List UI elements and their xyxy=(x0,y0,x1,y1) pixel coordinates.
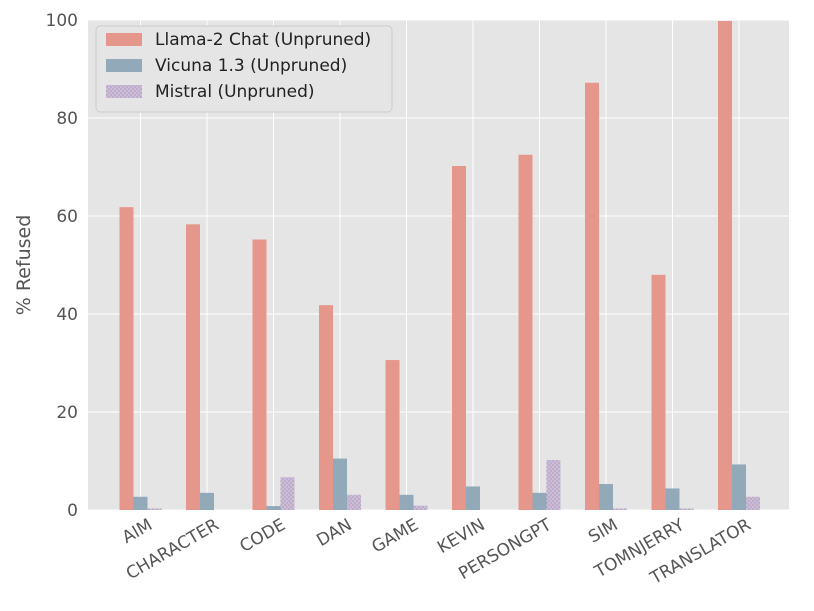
x-tick-label: GAME xyxy=(369,515,422,557)
bar xyxy=(266,506,281,510)
legend-swatch xyxy=(106,59,142,72)
legend-entry-label: Vicuna 1.3 (Unpruned) xyxy=(155,56,347,76)
bar xyxy=(252,239,267,510)
bar xyxy=(200,492,214,510)
y-tick-label: 0 xyxy=(67,501,78,521)
y-tick-label: 100 xyxy=(46,11,78,31)
legend-entry-label: Mistral (Unpruned) xyxy=(155,82,315,102)
bars xyxy=(119,20,760,510)
x-tick-label: SIM xyxy=(585,515,621,548)
legend-entry-label: Llama-2 Chat (Unpruned) xyxy=(155,30,371,50)
bar xyxy=(347,494,361,510)
y-axis-ticks: 0 20 40 60 80 100 xyxy=(46,11,78,521)
bar xyxy=(718,20,732,510)
x-tick-label: CODE xyxy=(236,515,289,557)
bar xyxy=(333,458,347,510)
bar xyxy=(280,477,295,510)
y-tick-label: 40 xyxy=(56,305,78,325)
bar xyxy=(186,224,200,510)
bar xyxy=(147,508,162,510)
bar xyxy=(413,505,428,510)
bar xyxy=(665,488,680,510)
bar xyxy=(679,508,694,510)
y-tick-label: 60 xyxy=(56,207,78,227)
bar xyxy=(599,484,613,510)
y-tick-label: 80 xyxy=(56,109,78,129)
bar xyxy=(585,82,599,510)
bar xyxy=(746,496,760,510)
bar xyxy=(133,496,148,510)
y-tick-label: 20 xyxy=(56,403,78,423)
bar xyxy=(732,464,746,510)
bar xyxy=(466,486,480,510)
y-axis-label: % Refused xyxy=(13,215,35,316)
bar xyxy=(385,360,400,510)
bar xyxy=(613,508,627,510)
bar xyxy=(651,274,666,510)
legend-swatch xyxy=(106,85,142,98)
legend: Llama-2 Chat (Unpruned) Vicuna 1.3 (Unpru… xyxy=(95,25,393,113)
bar xyxy=(518,154,533,510)
x-tick-label: AIM xyxy=(119,515,156,548)
bar xyxy=(546,460,561,510)
bar xyxy=(532,492,547,510)
legend-box xyxy=(95,25,393,113)
x-tick-label: DAN xyxy=(313,515,355,551)
bar xyxy=(452,166,466,510)
bar xyxy=(399,494,414,510)
bar xyxy=(319,305,333,510)
bar xyxy=(119,207,134,510)
legend-swatch xyxy=(106,33,142,46)
